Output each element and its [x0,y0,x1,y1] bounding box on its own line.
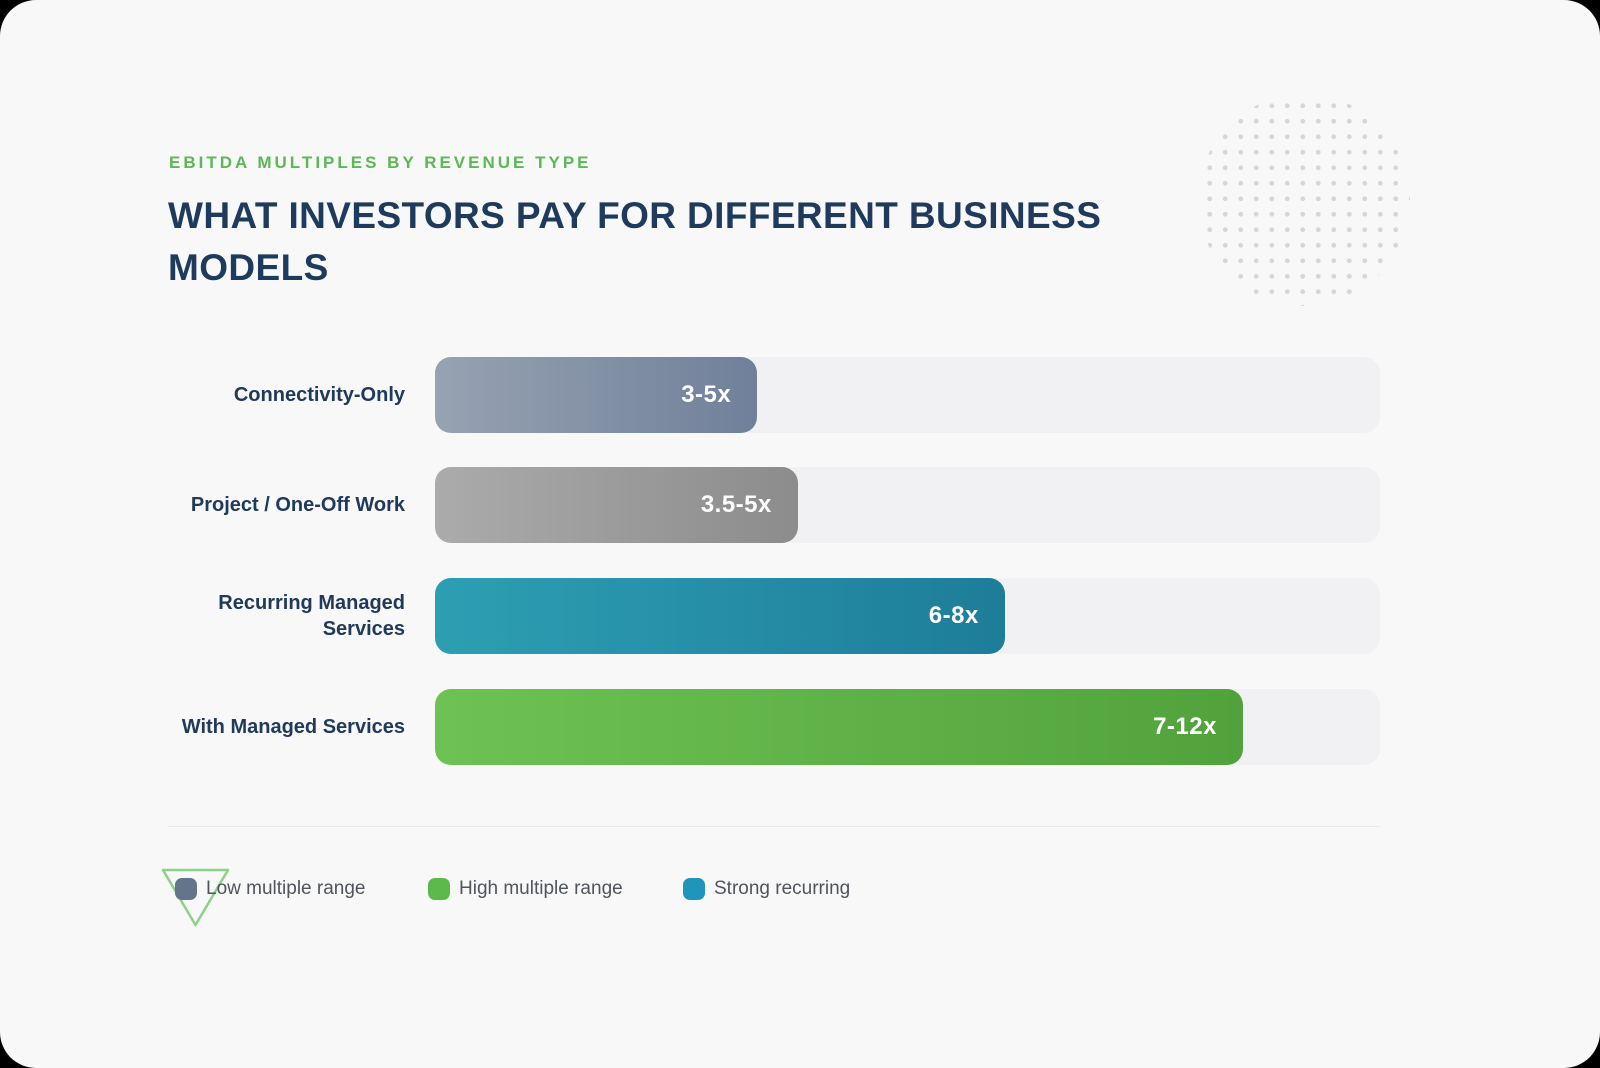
category-label: With Managed Services [181,716,405,738]
legend-label: Low multiple range [206,878,366,899]
bar-track: 3.5-5x [435,467,1380,543]
bar-recurring-managed-services: 6-8x [435,578,1005,654]
legend-label: Strong recurring [714,878,851,899]
legend-divider [168,826,1380,827]
chart-row: Connectivity-Only 3-5x [0,357,1600,433]
category-label: Project / One-Off Work [190,494,405,516]
bar-value-label: 3.5-5x [700,491,772,518]
bar-track: 6-8x [435,578,1380,654]
legend-item-strong-recurring: Strong recurring [683,877,850,901]
bar-value-label: 7-12x [1153,713,1217,740]
page-title-line2: MODELS [168,247,329,288]
legend-item-high-multiple: High multiple range [428,877,623,901]
legend-label: High multiple range [459,878,623,899]
bar-value-label: 3-5x [681,381,732,408]
chart-row: With Managed Services 7-12x [0,689,1600,765]
page-title-line1: WHAT INVESTORS PAY FOR DIFFERENT BUSINES… [168,195,1102,236]
legend-swatch-green [428,878,450,900]
legend-swatch-teal [683,878,705,900]
chart-row: Project / One-Off Work 3.5-5x [0,467,1600,543]
bar-track: 7-12x [435,689,1380,765]
bar-connectivity-only: 3-5x [435,357,758,433]
dot-pattern-decoration [1198,94,1410,306]
chart-subtitle: EBITDA MULTIPLES BY REVENUE TYPE [169,153,592,172]
chart-row: Recurring Managed Services 6-8x [0,578,1600,654]
legend-item-low-multiple: Low multiple range [175,877,365,901]
legend-swatch-slate [175,878,197,900]
category-label: Connectivity-Only [233,384,405,406]
bar-with-managed-services: 7-12x [435,689,1243,765]
bar-track: 3-5x [435,357,1380,433]
bar-project-one-off: 3.5-5x [435,467,798,543]
bar-value-label: 6-8x [928,602,979,629]
category-label: Recurring Managed Services [218,592,405,640]
page-title: WHAT INVESTORS PAY FOR DIFFERENT BUSINES… [168,190,1348,294]
